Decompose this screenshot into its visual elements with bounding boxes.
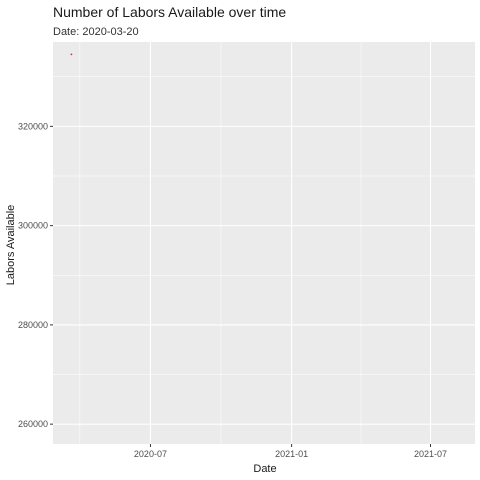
chart-subtitle: Date: 2020-03-20 (53, 26, 139, 38)
x-axis-title: Date (253, 463, 276, 475)
y-axis: 260000 280000 300000 320000 (18, 121, 53, 429)
y-tick-label: 320000 (18, 121, 48, 131)
data-points (70, 53, 73, 56)
x-axis: 2020-07 2021-01 2021-07 (134, 444, 447, 459)
y-tick-label: 300000 (18, 221, 48, 231)
plot-panel (53, 42, 475, 444)
y-tick-label: 260000 (18, 419, 48, 429)
minor-gridlines (53, 42, 475, 444)
chart-title: Number of Labors Available over time (53, 4, 286, 20)
major-gridlines (53, 42, 475, 444)
x-tick-label: 2021-07 (414, 449, 447, 459)
y-tick-label: 280000 (18, 320, 48, 330)
x-tick-label: 2020-07 (134, 449, 167, 459)
y-axis-title: Labors Available (5, 205, 17, 286)
data-point (70, 53, 73, 56)
x-tick-label: 2021-01 (275, 449, 308, 459)
